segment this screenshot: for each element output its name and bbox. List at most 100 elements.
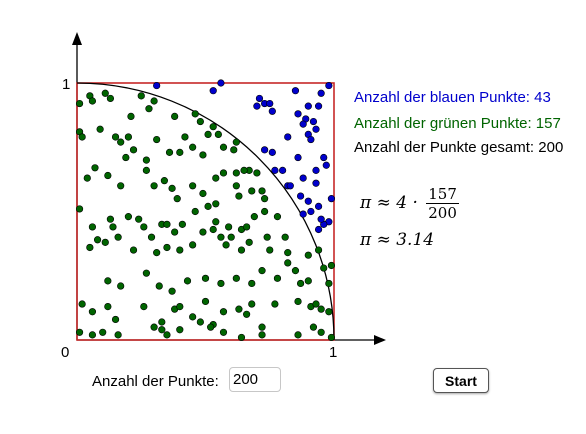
green-point xyxy=(232,138,240,146)
green-point xyxy=(101,89,109,97)
blue-point xyxy=(279,166,287,174)
blue-point xyxy=(325,81,333,90)
green-point xyxy=(189,241,197,249)
y-axis-arrow xyxy=(72,32,82,45)
blue-point xyxy=(312,125,320,133)
green-point xyxy=(312,300,320,308)
green-point xyxy=(96,125,104,133)
blue-point xyxy=(314,202,323,210)
green-point xyxy=(261,207,269,216)
blue-point xyxy=(294,153,302,162)
green-point xyxy=(212,174,220,182)
green-point xyxy=(204,202,212,210)
green-point xyxy=(88,223,97,231)
green-point xyxy=(83,174,91,182)
green-point xyxy=(232,182,240,190)
green-point xyxy=(309,323,318,331)
green-point xyxy=(296,279,305,288)
green-point xyxy=(304,277,312,285)
green-point xyxy=(271,300,279,308)
pi-estimate-formula: π ≈ 4 · 157 200 xyxy=(360,185,459,222)
green-point xyxy=(327,333,336,342)
green-point xyxy=(196,318,204,326)
green-point xyxy=(189,143,197,151)
blue-point xyxy=(307,207,315,216)
green-point xyxy=(147,233,156,241)
green-point xyxy=(217,279,225,288)
green-point xyxy=(127,112,135,121)
pi-estimate-result: π ≈ 3.14 xyxy=(360,230,435,250)
green-point xyxy=(284,249,292,257)
green-point xyxy=(124,133,132,141)
green-point xyxy=(163,243,171,252)
green-point xyxy=(214,130,222,138)
green-point xyxy=(232,274,240,282)
green-point xyxy=(124,213,132,221)
green-point xyxy=(248,187,256,195)
green-point xyxy=(142,269,150,277)
green-point xyxy=(237,333,246,342)
start-button[interactable]: Start xyxy=(433,368,489,393)
green-point xyxy=(266,246,274,254)
green-point xyxy=(291,267,300,275)
green-point xyxy=(232,169,240,177)
blue-point xyxy=(327,195,336,203)
green-point xyxy=(75,328,84,336)
blue-point xyxy=(304,102,312,110)
green-point xyxy=(199,151,207,159)
green-points-count: Anzahl der grünen Punkte: 157 xyxy=(354,115,561,132)
green-point xyxy=(93,236,102,244)
green-point xyxy=(75,99,84,108)
green-point xyxy=(150,182,158,190)
green-point xyxy=(171,112,179,121)
green-point xyxy=(163,220,171,228)
green-point xyxy=(106,215,115,223)
green-point xyxy=(325,279,333,288)
green-point xyxy=(75,205,84,213)
blue-point xyxy=(304,197,312,205)
green-point xyxy=(150,323,158,331)
green-point xyxy=(183,277,192,285)
point-count-input[interactable] xyxy=(229,367,281,392)
green-point xyxy=(245,238,253,246)
blue-point xyxy=(307,135,315,144)
green-point xyxy=(137,92,145,100)
green-point xyxy=(165,148,174,156)
blue-point xyxy=(255,94,264,103)
green-point xyxy=(160,177,168,185)
green-point xyxy=(237,246,246,254)
blue-point xyxy=(268,148,276,156)
blue-point xyxy=(209,87,217,95)
green-point xyxy=(258,267,266,275)
green-point xyxy=(248,279,256,288)
green-point xyxy=(273,213,282,221)
green-point xyxy=(140,223,148,231)
green-point xyxy=(129,146,138,154)
green-point xyxy=(225,223,233,231)
green-point xyxy=(158,326,166,334)
green-point xyxy=(142,156,150,164)
blue-point xyxy=(294,110,302,118)
blue-point xyxy=(312,179,320,187)
blue-point xyxy=(217,79,225,87)
blue-point xyxy=(266,99,274,108)
green-point xyxy=(240,166,248,174)
fraction-denominator: 200 xyxy=(428,204,457,222)
blue-point xyxy=(312,166,320,174)
blue-point xyxy=(314,225,323,234)
green-point xyxy=(158,318,166,326)
green-point xyxy=(250,213,258,221)
green-point xyxy=(145,105,153,113)
green-point xyxy=(189,313,197,321)
green-point xyxy=(196,117,204,126)
green-point xyxy=(111,133,120,141)
blue-point xyxy=(320,153,328,162)
green-point xyxy=(273,274,282,282)
green-point xyxy=(150,97,158,105)
blue-point xyxy=(286,182,294,190)
green-point xyxy=(104,302,112,311)
green-point xyxy=(106,94,115,103)
green-point xyxy=(86,243,94,252)
green-point xyxy=(317,305,325,313)
green-point xyxy=(258,323,266,331)
